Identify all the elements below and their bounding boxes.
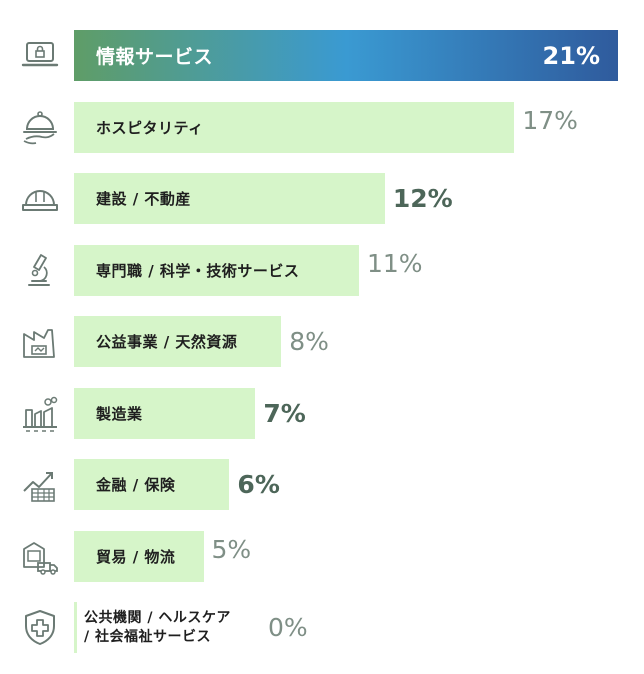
bar [74,316,282,367]
delivery-truck-icon [18,535,62,579]
category-label: 製造業 [96,404,143,423]
bar-row: 金融 / 保険 6% [0,459,644,510]
microscope-icon [18,249,62,293]
value-label: 7% [263,398,306,428]
bar [74,387,256,439]
hard-hat-icon [18,177,62,221]
bar-row: 建設 / 不動産 12% [0,173,644,224]
category-label-line: / 社会福祉サービス [84,628,211,645]
category-label: ホスピタリティ [96,118,204,137]
bar [74,30,618,81]
bar-row: ホスピタリティ 17% [0,101,644,153]
category-label-line: 公共機関 / ヘルスケア [84,609,231,626]
category-label: 専門職 / 科学・技術サービス [96,261,300,280]
category-label: 情報サービス [96,46,214,68]
bar [74,244,359,296]
bar-row: 情報サービス 21% [0,30,644,81]
service-cloche-icon [18,106,62,150]
value-label: 8% [289,327,329,356]
laptop-lock-icon [18,34,62,78]
value-label: 5% [211,534,252,564]
bar-row: 公共機関 / ヘルスケア / 社会福祉サービス 0% [0,602,644,653]
bar-row: 製造業 7% [0,387,644,439]
category-label: 金融 / 保険 [96,476,176,494]
value-label: 11% [366,248,423,278]
bar-row: 貿易 / 物流 5% [0,530,644,582]
factory-icon [18,392,62,436]
bar [74,173,385,224]
value-label: 0% [268,613,308,642]
value-label: 17% [522,105,578,135]
bar [74,459,230,510]
value-label: 12% [392,184,453,213]
bar-row: 公益事業 / 天然資源 8% [0,316,644,367]
value-label: 6% [237,470,280,499]
category-label: 建設 / 不動産 [96,190,191,208]
category-label: 公共機関 / ヘルスケア / 社会福祉サービス [84,602,260,653]
finance-growth-icon [18,463,62,507]
utility-plant-icon [18,320,62,364]
bar [74,101,515,153]
bar-row: 専門職 / 科学・技術サービス 11% [0,244,644,296]
bar [74,530,204,582]
health-shield-icon [18,606,62,650]
category-label: 貿易 / 物流 [96,547,176,566]
value-label: 21% [542,41,600,70]
category-label: 公益事業 / 天然資源 [96,333,238,351]
bar [74,602,77,653]
